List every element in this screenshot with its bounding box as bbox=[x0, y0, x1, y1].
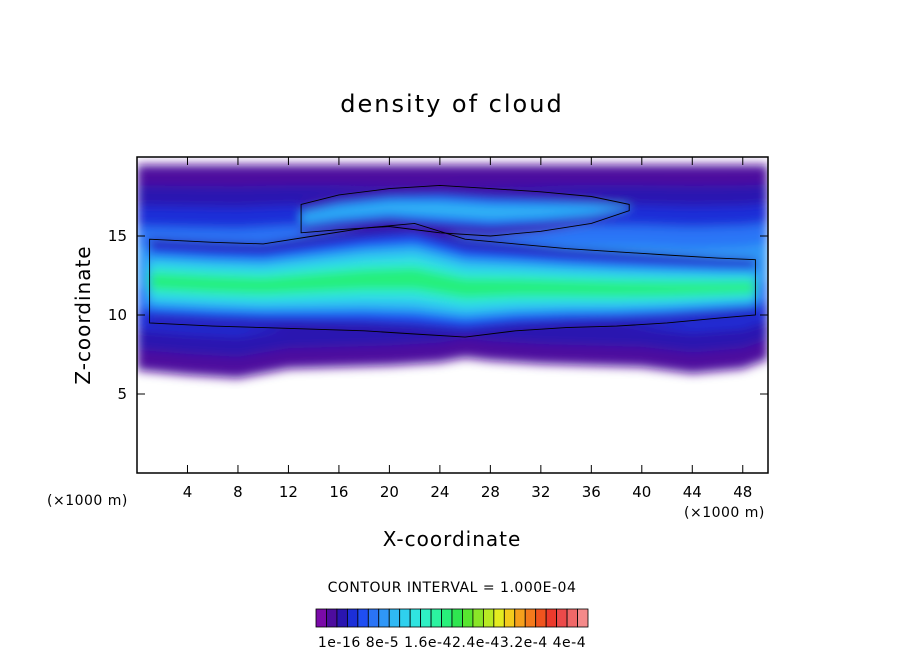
x-tick-label: 48 bbox=[733, 483, 752, 501]
colorbar-swatch bbox=[367, 608, 380, 628]
x-tick-label: 16 bbox=[329, 483, 348, 501]
colorbar-swatch bbox=[451, 608, 463, 628]
colorbar-swatch bbox=[535, 608, 547, 628]
colorbar-swatch bbox=[409, 608, 422, 628]
y-axis-label: Z-coordinate bbox=[71, 245, 95, 384]
x-tick-label: 36 bbox=[582, 483, 601, 501]
x-tick-label: 40 bbox=[632, 483, 651, 501]
colorbar-swatch bbox=[430, 608, 442, 628]
colorbar-tick-labels: 1e-16 8e-5 1.6e-42.4e-43.2e-4 4e-4 bbox=[318, 635, 586, 651]
colorbar-swatch bbox=[326, 608, 338, 628]
colorbar-swatch bbox=[399, 608, 411, 628]
colorbar-swatch bbox=[503, 608, 516, 628]
x-unit-label-right: (×1000 m) bbox=[684, 505, 765, 521]
x-axis-label: X-coordinate bbox=[383, 527, 522, 551]
x-tick-label: 44 bbox=[683, 483, 702, 501]
colorbar-swatch bbox=[357, 608, 369, 628]
colorbar-swatch bbox=[493, 608, 505, 628]
x-ticks: 4 8 12 16 20 24 28 32 36 40 44 48 bbox=[183, 157, 752, 501]
x-tick-label: 20 bbox=[380, 483, 399, 501]
colorbar-swatch bbox=[420, 608, 432, 628]
x-unit-label-left: (×1000 m) bbox=[47, 493, 128, 509]
colorbar-swatch bbox=[472, 608, 484, 628]
colorbar-swatch bbox=[441, 608, 453, 628]
density-layers bbox=[137, 164, 768, 379]
density-field bbox=[137, 164, 768, 379]
colorbar-swatch bbox=[388, 608, 401, 628]
upper-outflow-level-4 bbox=[301, 203, 630, 222]
x-tick-label: 4 bbox=[183, 483, 193, 501]
y-ticks: 5 10 15 bbox=[108, 227, 768, 403]
colorbar-swatch bbox=[346, 608, 359, 628]
anvil-core-level-4 bbox=[149, 267, 756, 298]
x-tick-label: 8 bbox=[233, 483, 243, 501]
colorbar-swatch bbox=[315, 608, 327, 628]
colorbar-swatch bbox=[514, 608, 526, 628]
contour-lines bbox=[149, 184, 756, 338]
colorbar-swatch bbox=[556, 608, 568, 628]
y-tick-label: 5 bbox=[117, 385, 127, 403]
x-tick-label: 12 bbox=[279, 483, 298, 501]
colorbar-swatch bbox=[524, 608, 537, 628]
colorbar-swatch bbox=[566, 608, 578, 628]
contour-interval-label: CONTOUR INTERVAL = 1.000E-04 bbox=[328, 580, 577, 596]
colorbar-swatch bbox=[545, 608, 558, 628]
x-tick-label: 24 bbox=[430, 483, 449, 501]
x-tick-label: 32 bbox=[531, 483, 550, 501]
colorbar-swatch bbox=[482, 608, 495, 628]
upper-outflow-contour bbox=[300, 184, 630, 237]
colorbar-swatch bbox=[336, 608, 348, 628]
colorbar bbox=[315, 608, 589, 628]
colorbar-swatch bbox=[378, 608, 390, 628]
colorbar-swatch bbox=[577, 608, 589, 628]
y-tick-label: 10 bbox=[108, 306, 127, 324]
x-tick-label: 28 bbox=[481, 483, 500, 501]
colorbar-swatch bbox=[462, 608, 474, 628]
y-tick-label: 15 bbox=[108, 227, 127, 245]
chart-title: density of cloud bbox=[340, 90, 563, 118]
anvil-core-contour bbox=[149, 222, 756, 338]
